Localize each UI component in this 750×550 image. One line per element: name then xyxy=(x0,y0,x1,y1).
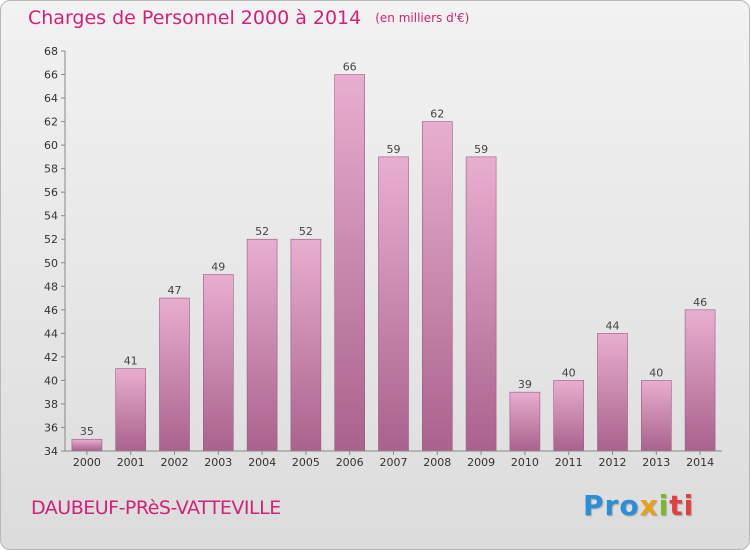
y-tick-label: 66 xyxy=(44,69,58,82)
chart-title: Charges de Personnel 2000 à 2014 (en mill… xyxy=(28,7,469,29)
x-tick-label: 2012 xyxy=(599,456,627,469)
bar-2009 xyxy=(465,156,497,452)
y-tick-label: 54 xyxy=(44,210,58,223)
bar-value-label: 44 xyxy=(606,319,620,332)
bar-2012 xyxy=(597,333,628,452)
bar-2002 xyxy=(159,297,190,452)
y-tick-label: 60 xyxy=(44,139,58,152)
x-tick-label: 2007 xyxy=(380,456,408,469)
y-tick-label: 58 xyxy=(44,163,58,176)
bar-2006 xyxy=(334,74,366,452)
x-tick-label: 2008 xyxy=(423,456,451,469)
x-tick-label: 2001 xyxy=(117,456,145,469)
x-tick-label: 2009 xyxy=(467,456,495,469)
commune-name: DAUBEUF-PRèS-VATTEVILLE xyxy=(31,497,281,519)
bar-2013 xyxy=(640,380,672,452)
bar-value-label: 41 xyxy=(124,355,138,368)
bars: 35 41 47 49 52 52 66 59 62 59 39 40 44 40 46 xyxy=(71,61,716,452)
y-tick-label: 38 xyxy=(44,398,58,411)
x-tick-label: 2002 xyxy=(161,456,189,469)
x-tick-label: 2006 xyxy=(336,456,364,469)
bar-value-label: 59 xyxy=(387,143,401,156)
y-tick-label: 34 xyxy=(44,445,58,458)
bar-2004 xyxy=(246,238,278,452)
y-axis: 34 36 38 40 42 44 46 48 50 52 54 56 58 60 62 64 66 68 xyxy=(44,45,66,458)
x-tick-label: 2000 xyxy=(73,456,101,469)
y-tick-label: 62 xyxy=(44,116,58,129)
bar-value-label: 59 xyxy=(474,143,488,156)
bar-value-label: 52 xyxy=(255,225,269,238)
bar-2014 xyxy=(684,309,716,452)
y-tick-label: 42 xyxy=(44,351,58,364)
x-tick-label: 2003 xyxy=(204,456,232,469)
bar-value-label: 62 xyxy=(430,108,444,121)
chart-title-text: Charges de Personnel 2000 à 2014 xyxy=(28,7,362,29)
logo-part-4: ti xyxy=(669,489,695,522)
y-tick-label: 48 xyxy=(44,280,58,293)
bar-value-label: 66 xyxy=(343,61,357,74)
bar-value-label: 46 xyxy=(693,296,707,309)
y-tick-label: 44 xyxy=(44,327,58,340)
y-tick-label: 40 xyxy=(44,374,58,387)
y-tick-label: 64 xyxy=(44,92,58,105)
logo-part-3: i xyxy=(658,489,670,522)
x-axis: 2000 2001 2002 2003 2004 2005 2006 2007 2008 2009… xyxy=(65,450,722,469)
bar-value-label: 52 xyxy=(299,225,313,238)
bar-2007 xyxy=(378,156,409,452)
chart-unit: (en milliers d'€) xyxy=(375,11,470,25)
bar-value-label: 40 xyxy=(562,366,576,379)
bar-value-label: 47 xyxy=(168,284,182,297)
bar-2003 xyxy=(203,274,234,452)
bar-2010 xyxy=(509,391,541,452)
bar-2005 xyxy=(290,238,322,452)
y-tick-label: 56 xyxy=(44,186,58,199)
logo-part-2: x xyxy=(639,489,659,522)
proxiti-logo[interactable]: Proxiti xyxy=(583,489,694,522)
x-tick-label: 2014 xyxy=(686,456,714,469)
bar-2008 xyxy=(421,121,453,452)
logo-part-1: Pro xyxy=(583,489,640,522)
y-tick-label: 36 xyxy=(44,421,58,434)
y-tick-label: 46 xyxy=(44,304,58,317)
bar-value-label: 39 xyxy=(518,378,532,391)
bar-2011 xyxy=(553,380,585,452)
x-tick-label: 2005 xyxy=(292,456,320,469)
bar-value-label: 40 xyxy=(649,366,663,379)
bar-value-label: 49 xyxy=(211,261,225,274)
x-tick-label: 2004 xyxy=(248,456,276,469)
bar-value-label: 35 xyxy=(80,425,94,438)
bar-2000 xyxy=(71,438,103,452)
x-tick-label: 2010 xyxy=(511,456,539,469)
y-tick-label: 68 xyxy=(44,45,58,58)
bar-2001 xyxy=(115,368,146,452)
x-tick-label: 2013 xyxy=(642,456,670,469)
y-tick-label: 52 xyxy=(44,233,58,246)
y-tick-label: 50 xyxy=(44,257,58,270)
x-tick-label: 2011 xyxy=(555,456,583,469)
